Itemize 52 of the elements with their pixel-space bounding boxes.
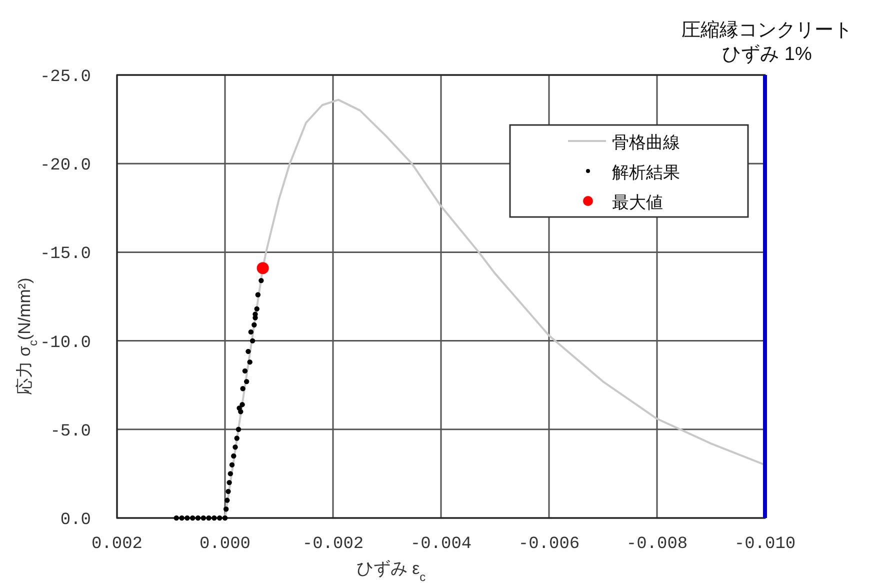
- point: [240, 386, 246, 392]
- point: [206, 515, 212, 521]
- point: [226, 488, 231, 494]
- point: [229, 462, 235, 468]
- legend-label: 骨格曲線: [612, 133, 680, 152]
- y-tick-label: -5.0: [50, 422, 91, 442]
- legend-label: 最大値: [612, 193, 663, 212]
- x-tick-label: 0.002: [91, 535, 143, 554]
- point: [250, 338, 256, 344]
- point: [246, 348, 251, 354]
- y-tick-label: -15.0: [40, 245, 91, 264]
- point: [254, 306, 260, 312]
- y-tick-label: -25.0: [40, 68, 91, 87]
- point: [179, 515, 184, 521]
- ref-line-label: 圧縮縁コンクリートひずみ 1%: [682, 20, 852, 65]
- point: [247, 359, 252, 365]
- x-tick-label: -0.004: [410, 535, 472, 554]
- x-tick-label: -0.008: [626, 535, 688, 554]
- point: [174, 515, 179, 521]
- point: [255, 292, 261, 298]
- point: [252, 322, 257, 328]
- legend-label: 解析結果: [612, 163, 680, 182]
- point: [256, 262, 269, 274]
- point: [232, 444, 238, 450]
- point: [212, 515, 217, 521]
- point: [242, 368, 248, 374]
- point: [231, 453, 236, 459]
- point: [190, 515, 196, 521]
- point: [224, 498, 230, 503]
- x-axis-title: ひずみ ε$_{c}$: [356, 559, 426, 583]
- point: [195, 515, 201, 521]
- y-tick-label: -20.0: [40, 156, 91, 176]
- point: [236, 406, 242, 411]
- point: [248, 329, 254, 335]
- x-tick-label: -0.006: [518, 535, 580, 554]
- x-tick-label: -0.002: [302, 535, 364, 554]
- point: [234, 436, 240, 441]
- x-tick-label: -0.010: [734, 535, 796, 554]
- point: [184, 515, 190, 521]
- y-tick-label: -10.0: [40, 334, 91, 353]
- point: [236, 426, 242, 432]
- y-tick-label: 0.0: [60, 511, 91, 530]
- point: [223, 506, 229, 512]
- point: [240, 402, 245, 408]
- point: [244, 378, 250, 384]
- point: [200, 515, 206, 521]
- point: [217, 515, 222, 521]
- point: [228, 471, 233, 476]
- point: [258, 278, 264, 284]
- point: [222, 515, 228, 521]
- x-tick-label: 0.000: [199, 535, 251, 554]
- point: [226, 480, 232, 486]
